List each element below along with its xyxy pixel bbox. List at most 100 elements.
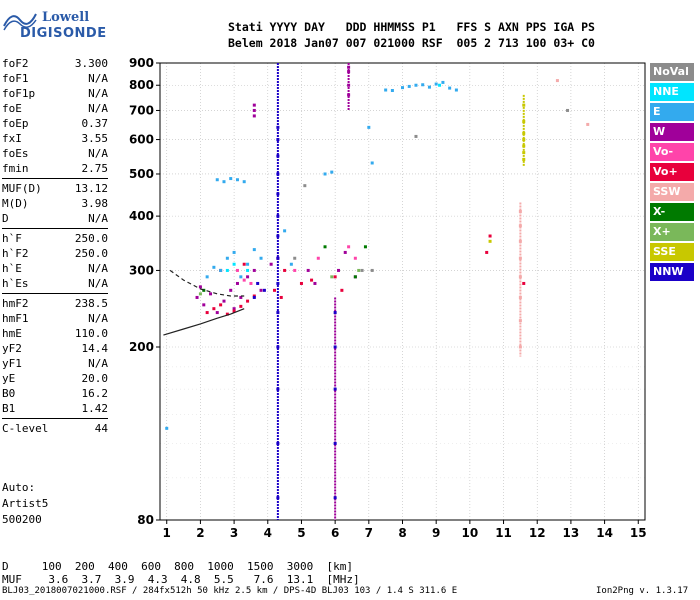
echo-point	[198, 292, 202, 296]
echo-point	[448, 86, 452, 90]
legend-entry: SSW	[650, 183, 694, 201]
param-separator	[2, 293, 108, 294]
echo-point	[522, 144, 526, 148]
echo-point	[215, 178, 219, 182]
echo-point	[235, 178, 239, 182]
echo-point	[276, 311, 280, 315]
echo-point	[276, 192, 280, 196]
param-key: yE	[2, 372, 16, 385]
echo-point	[273, 288, 277, 292]
param-key: fxI	[2, 132, 22, 145]
echo-point	[333, 311, 337, 315]
echo-point	[330, 170, 334, 174]
param-value: 110.0	[74, 327, 108, 340]
param-row: MUF(D) 13.12	[2, 181, 108, 196]
logo-line2: DIGISONDE	[20, 26, 107, 41]
header-values: Belem 2018 Jan07 007 021000 RSF 005 2 71…	[228, 36, 595, 50]
legend-entry: Vo-	[650, 143, 694, 161]
echo-point	[242, 262, 246, 266]
legend-entry: NNW	[650, 263, 694, 281]
y-tick-label: 900	[129, 56, 154, 70]
echo-point	[222, 299, 226, 303]
param-value: 2.75	[81, 162, 109, 175]
echo-point	[488, 239, 492, 243]
echo-point	[414, 134, 418, 138]
echo-point	[522, 131, 526, 135]
param-row: foF1p N/A	[2, 86, 108, 101]
param-key: foF1p	[2, 87, 36, 100]
echo-point	[347, 65, 351, 69]
echo-point	[205, 311, 209, 315]
param-row: hmE 110.0	[2, 326, 108, 341]
param-row: C-level 44	[2, 421, 108, 436]
echo-point	[522, 281, 526, 285]
echo-point	[262, 288, 266, 292]
echo-point	[198, 285, 202, 289]
y-tick-label: 300	[129, 263, 154, 277]
profile-trace-dashed	[169, 269, 245, 297]
param-key: yF2	[2, 342, 22, 355]
logo-line1: Lowell	[42, 10, 90, 25]
x-tick-label: 2	[196, 526, 204, 540]
param-separator	[2, 418, 108, 419]
param-key: MUF(D)	[2, 182, 42, 195]
param-value: N/A	[88, 87, 108, 100]
x-tick-label: 3	[230, 526, 238, 540]
y-tick-label: 80	[137, 513, 154, 527]
y-tick-label: 800	[129, 78, 154, 92]
y-tick-label: 400	[129, 209, 154, 223]
echo-point	[165, 426, 169, 430]
param-row: foF1 N/A	[2, 71, 108, 86]
echo-point	[333, 387, 337, 391]
distance-row: D 100 200 400 600 800 1000 1500 3000 [km…	[2, 560, 353, 573]
echo-point	[370, 268, 374, 272]
echo-point	[232, 309, 236, 313]
profile-trace-solid	[163, 308, 245, 336]
header-labels: Stati YYYY DAY DDD HHMMSS P1 FFS S AXN P…	[228, 20, 595, 34]
echo-point	[518, 275, 522, 279]
echo-point	[256, 281, 260, 285]
echo-point	[252, 268, 256, 272]
x-tick-label: 11	[495, 526, 512, 540]
echo-point	[232, 250, 236, 254]
param-value: 3.98	[81, 197, 109, 210]
echo-point	[276, 441, 280, 445]
param-row: foE N/A	[2, 101, 108, 116]
footer-file-info: BLJ03_2018007021000.RSF / 284fx512h 50 k…	[2, 586, 458, 596]
param-value: N/A	[88, 357, 108, 370]
legend-entry: E	[650, 103, 694, 121]
param-value: 16.2	[81, 387, 109, 400]
echo-point	[289, 262, 293, 266]
param-row: foF2 3.300	[2, 56, 108, 71]
legend-entry: X+	[650, 223, 694, 241]
echo-point	[293, 268, 297, 272]
param-key: yF1	[2, 357, 22, 370]
echo-point	[239, 275, 243, 279]
echo-point	[225, 268, 229, 272]
param-key: hmE	[2, 327, 22, 340]
echo-point	[239, 304, 243, 308]
x-tick-label: 6	[331, 526, 339, 540]
echo-point	[586, 122, 590, 126]
auto-code: 500200	[2, 513, 42, 526]
echo-point	[518, 319, 522, 323]
y-tick-label: 500	[129, 167, 154, 181]
echo-point	[488, 234, 492, 238]
echo-point	[343, 250, 347, 254]
param-value: 3.55	[81, 132, 109, 145]
legend-entry: X-	[650, 203, 694, 221]
echo-point	[340, 288, 344, 292]
echo-point	[276, 154, 280, 158]
param-row: h`F2 250.0	[2, 246, 108, 261]
echo-point	[202, 288, 206, 292]
param-row: foEs N/A	[2, 146, 108, 161]
param-row: fmin 2.75	[2, 161, 108, 176]
echo-point	[225, 312, 229, 316]
echo-point	[522, 151, 526, 155]
echo-point	[283, 268, 287, 272]
auto-label: Auto:	[2, 481, 36, 494]
echo-point	[249, 281, 253, 285]
param-key: fmin	[2, 162, 29, 175]
echo-point	[205, 275, 209, 279]
echo-point	[212, 307, 216, 311]
